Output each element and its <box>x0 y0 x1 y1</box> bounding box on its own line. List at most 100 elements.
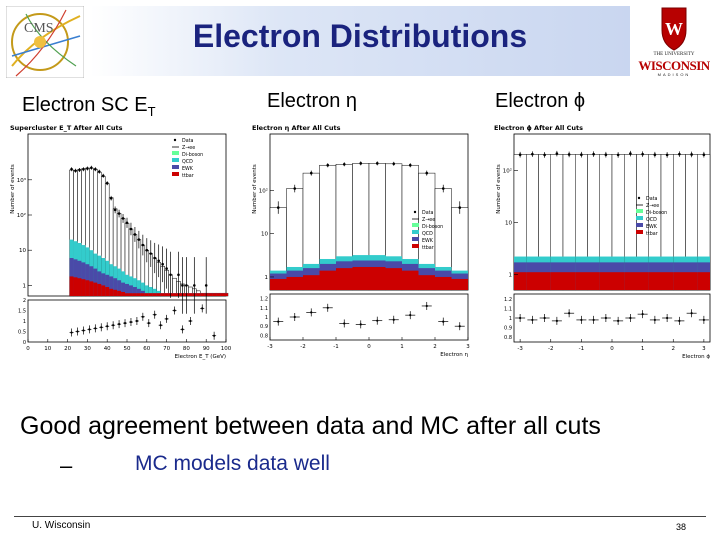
plot-title: Supercluster E_T After All Cuts <box>10 124 123 132</box>
ttbar-bar <box>563 272 576 290</box>
ttbar-bar <box>587 272 600 290</box>
ratio-point <box>653 318 656 322</box>
ratio-point <box>153 313 156 316</box>
legend-label: EWK <box>182 166 194 172</box>
ratio-point <box>201 307 204 310</box>
ttbar-bar <box>81 279 86 296</box>
ttbar-bar <box>109 288 114 296</box>
ttbar-bar <box>599 272 612 290</box>
data-point <box>105 181 109 185</box>
ratio-point <box>702 318 705 322</box>
legend-label: Data <box>422 210 434 216</box>
y-tick-label: 10² <box>17 212 26 219</box>
ewk-bar <box>97 271 102 296</box>
data-point <box>665 153 669 157</box>
legend-swatch <box>172 172 179 176</box>
ttbar-bar <box>136 293 141 296</box>
x-tick-label: 3 <box>466 344 470 350</box>
ratio-point <box>580 318 583 322</box>
ratio-point <box>82 329 85 332</box>
ratio-point <box>129 320 133 324</box>
data-point <box>604 153 608 156</box>
ttbar-bar <box>270 278 287 290</box>
ewk-bar <box>125 283 129 296</box>
ttbar-bar <box>144 293 149 296</box>
ratio-point <box>458 325 461 328</box>
x-tick-label: -2 <box>548 346 553 352</box>
ratio-point <box>359 323 362 326</box>
legend-label: Z→ee <box>422 217 435 223</box>
legend-swatch <box>636 223 643 227</box>
ratio-point <box>123 322 127 325</box>
x-tick-label: -1 <box>333 344 338 350</box>
ttbar-bar <box>77 278 82 296</box>
data-point <box>125 221 129 225</box>
x-tick-label: 20 <box>64 346 71 352</box>
y-tick-label: 1 <box>509 272 513 278</box>
ewk-bar <box>105 274 110 296</box>
ratio-point <box>310 311 313 314</box>
legend-label: Di-boson <box>646 210 667 216</box>
x-tick-label: 90 <box>203 346 210 352</box>
uw-logo: W THE UNIVERSITY WISCONSIN MADISON <box>630 4 718 78</box>
x-tick-label: 0 <box>367 344 371 350</box>
ttbar-bar <box>113 289 118 296</box>
chart-phi: Electron ϕ After All Cuts -3 -2 -1 0 1 2 3 Elect… <box>494 124 711 360</box>
ratio-point <box>442 320 445 323</box>
legend-swatch <box>412 237 419 241</box>
y-tick-label: 10² <box>259 187 268 194</box>
data-point <box>145 248 149 252</box>
footer-divider <box>14 516 706 517</box>
legend-swatch <box>173 138 177 142</box>
ttbar-bar <box>200 293 205 296</box>
data-point <box>531 152 534 156</box>
ttbar-bar <box>220 293 225 296</box>
ratio-point <box>604 316 607 320</box>
ratio-point <box>568 312 571 315</box>
x-tick-label: 2 <box>672 346 676 352</box>
legend-swatch <box>636 230 643 234</box>
data-point <box>74 169 77 173</box>
ewk-bar <box>136 288 141 296</box>
cms-logo-text: CMS <box>24 21 54 36</box>
header-eta: Electron η <box>267 90 358 112</box>
ttbar-bar <box>673 272 686 290</box>
ratio-point <box>343 322 346 325</box>
ttbar-bar <box>132 293 137 296</box>
data-point <box>70 167 73 171</box>
ratio-point <box>147 322 150 325</box>
ratio-point <box>592 318 595 322</box>
y-tick-label: 10 <box>505 220 512 226</box>
ttbar-bar <box>216 293 221 296</box>
ewk-bar <box>89 266 94 296</box>
ratio-point <box>409 314 412 317</box>
ttbar-bar <box>212 293 217 296</box>
ratio-point <box>293 315 296 319</box>
data-point <box>629 152 632 155</box>
plot-title: Electron η After All Cuts <box>252 124 341 132</box>
legend-swatch <box>412 230 419 234</box>
ttbar-bar <box>152 293 157 296</box>
legend-label: Data <box>646 196 658 202</box>
y-axis-label: Number of events <box>10 164 16 214</box>
x-tick-label: 60 <box>143 346 150 352</box>
data-point <box>157 259 160 263</box>
ratio-tick-label: 0.8 <box>504 335 512 341</box>
ttbar-bar <box>97 283 102 296</box>
data-point <box>133 233 137 236</box>
data-point <box>86 167 89 170</box>
title-band <box>90 6 630 76</box>
ttbar-bar <box>224 293 228 296</box>
legend-swatch <box>636 216 643 220</box>
ttbar-bar <box>128 293 133 296</box>
page-number: 38 <box>675 522 686 532</box>
ratio-point <box>117 323 121 326</box>
ttbar-bar <box>385 268 402 290</box>
data-point <box>177 273 180 277</box>
data-point <box>78 168 81 172</box>
ratio-tick-label: 0.5 <box>18 330 26 336</box>
data-point <box>441 187 445 190</box>
ttbar-bar <box>451 278 468 290</box>
ttbar-bar <box>575 272 588 290</box>
summary-text: Good agreement between data and MC after… <box>20 412 601 440</box>
